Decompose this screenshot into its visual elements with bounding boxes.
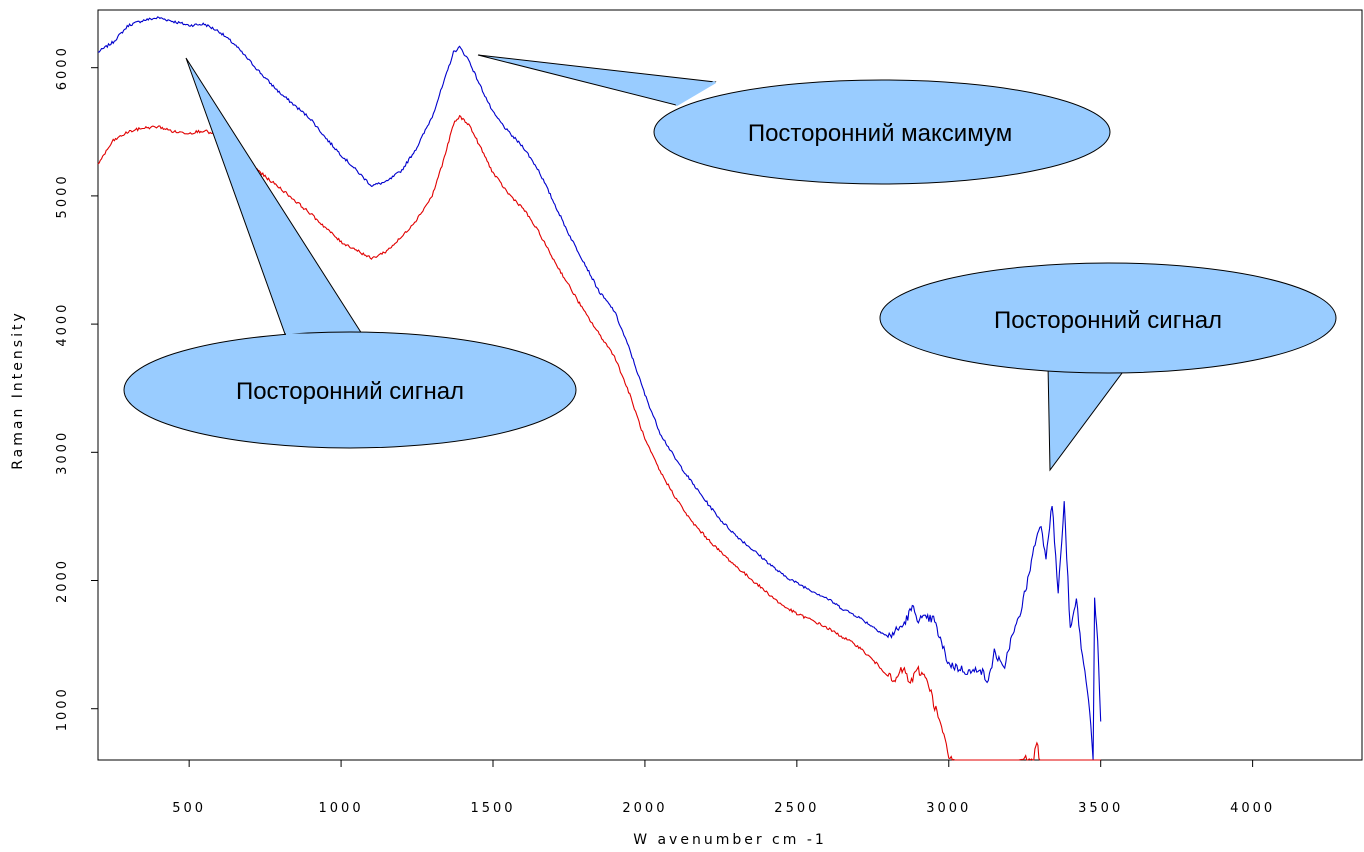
callout-signal-right-bubble bbox=[879, 262, 1337, 374]
callout-signal-right: Посторонний сигнал bbox=[879, 262, 1337, 472]
plot-frame bbox=[97, 9, 1363, 761]
x-tick-label: 2500 bbox=[774, 801, 819, 816]
y-tick-label: 1000 bbox=[55, 686, 70, 731]
x-axis: 500 1000 1500 2000 2500 3000 3500 4000 bbox=[172, 760, 1275, 816]
y-tick-label: 6000 bbox=[55, 45, 70, 90]
callout-signal-right-pointer bbox=[1047, 364, 1129, 472]
x-tick-label: 2000 bbox=[622, 801, 667, 816]
x-tick-label: 1500 bbox=[470, 801, 515, 816]
callout-signal-right-label: Посторонний сигнал bbox=[994, 307, 1222, 334]
y-tick-label: 3000 bbox=[55, 430, 70, 475]
callout-max-pointer bbox=[477, 54, 717, 106]
y-tick-label: 2000 bbox=[55, 558, 70, 603]
x-tick-label: 3000 bbox=[926, 801, 971, 816]
callout-max: Посторонний максимум bbox=[477, 54, 1111, 185]
x-tick-label: 500 bbox=[172, 801, 206, 816]
x-tick-label: 1000 bbox=[319, 801, 364, 816]
series-layer bbox=[97, 16, 1102, 761]
callout-signal-left-label: Посторонний сигнал bbox=[236, 378, 464, 405]
callout-signal-left: Посторонний сигнал bbox=[123, 57, 577, 449]
x-tick-label: 4000 bbox=[1230, 801, 1275, 816]
x-axis-title: W avenumber cm -1 bbox=[633, 832, 827, 848]
callout-max-label: Посторонний максимум bbox=[748, 120, 1012, 147]
callout-signal-left-pointer bbox=[185, 57, 363, 335]
callout-max-bubble bbox=[653, 79, 1111, 185]
x-tick-label: 3500 bbox=[1078, 801, 1123, 816]
y-axis-title: Raman Intensity bbox=[10, 310, 26, 469]
y-tick-label: 5000 bbox=[55, 173, 70, 218]
callout-signal-left-bubble bbox=[123, 331, 577, 449]
series-line-1 bbox=[97, 114, 1101, 761]
y-axis: 1000 2000 3000 4000 5000 6000 bbox=[55, 45, 98, 731]
y-tick-label: 4000 bbox=[55, 302, 70, 347]
series-line-0 bbox=[97, 16, 1102, 761]
